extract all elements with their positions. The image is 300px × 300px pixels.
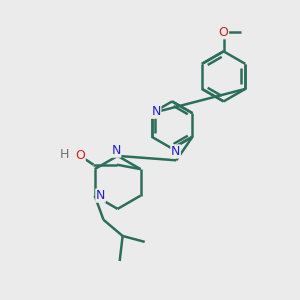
Text: N: N — [171, 145, 180, 158]
Text: N: N — [96, 189, 105, 202]
Text: O: O — [75, 149, 85, 162]
Text: N: N — [112, 144, 121, 157]
Text: O: O — [219, 26, 229, 39]
Text: H: H — [60, 148, 70, 161]
Text: N: N — [152, 105, 161, 118]
